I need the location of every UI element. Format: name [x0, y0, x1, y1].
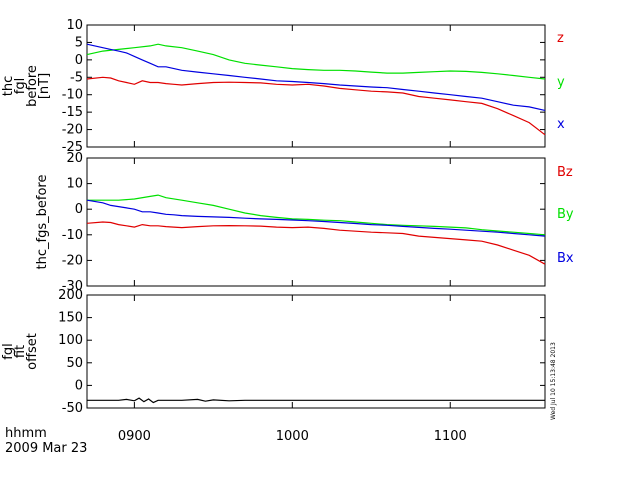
series-line-Bz — [86, 221, 546, 265]
y-tick-label: -50 — [62, 401, 83, 416]
x-format-label: hhmm — [5, 426, 47, 441]
timestamp-stamp: Wed Jul 10 15:13:48 2013 — [550, 342, 557, 420]
y-axis-label: thc — [1, 76, 16, 96]
plot-frame — [86, 294, 546, 409]
legend-label-Bz: Bz — [557, 165, 573, 180]
panel-fgs-before: 20 10 0 -10 -20 -30 thc_fgs_before Bz By Bx — [35, 151, 574, 294]
series-line-By — [87, 194, 546, 236]
y-axis-label: thc_fgs_before — [35, 175, 50, 270]
y-tick-label: 100 — [58, 333, 83, 348]
y-tick-label: -5 — [70, 70, 83, 85]
y-tick-label: 50 — [66, 356, 83, 371]
legend-label-Bx: Bx — [557, 251, 574, 266]
plot-frame — [86, 24, 546, 148]
y-tick-label: -20 — [62, 123, 83, 138]
y-tick-label: 150 — [58, 311, 83, 326]
y-axis-label: fgl — [13, 78, 28, 94]
y-tick-label: -25 — [62, 140, 83, 155]
date-label: 2009 Mar 23 — [5, 441, 87, 456]
y-axis-label: fit — [13, 345, 28, 358]
y-tick-label: -10 — [62, 88, 83, 103]
y-axis-label: before — [25, 65, 40, 107]
legend-label-y: y — [557, 75, 565, 90]
series-line-offset — [87, 397, 545, 404]
x-tick-labels: 0900 1000 1100 — [118, 429, 467, 444]
legend-label-x: x — [557, 117, 565, 132]
series-line-Bx — [86, 199, 546, 237]
plot-frame — [86, 157, 546, 287]
x-tick-label: 0900 — [118, 429, 151, 444]
y-axis-label: offset — [25, 333, 40, 370]
y-axis-label: [nT] — [37, 73, 52, 99]
y-tick-label: 5 — [75, 35, 83, 50]
y-tick-label: 10 — [66, 177, 83, 192]
y-tick-label: -30 — [62, 279, 83, 294]
legend-label-z: z — [557, 31, 564, 46]
y-tick-label: 0 — [75, 378, 83, 393]
series-line-y — [86, 43, 546, 80]
y-axis-label: fgl — [1, 343, 16, 359]
legend-label-By: By — [557, 207, 574, 222]
series-line-x — [86, 43, 546, 111]
y-tick-label: -20 — [62, 253, 83, 268]
y-tick-label: -15 — [62, 105, 83, 120]
y-tick-label: 0 — [75, 202, 83, 217]
y-tick-label: 10 — [66, 18, 83, 33]
y-tick-label: 0 — [75, 53, 83, 68]
y-tick-label: -10 — [62, 228, 83, 243]
y-tick-label: 200 — [58, 288, 83, 303]
y-tick-label: 20 — [66, 151, 83, 166]
x-tick-label: 1100 — [434, 429, 467, 444]
series-line-z — [86, 76, 546, 136]
x-tick-label: 1000 — [276, 429, 309, 444]
